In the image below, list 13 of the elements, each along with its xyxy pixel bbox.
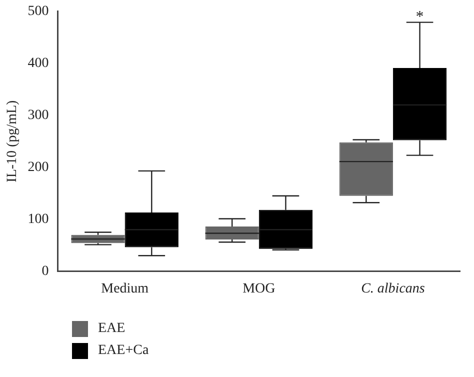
legend-label: EAE	[98, 321, 126, 337]
legend-label: EAE+Ca	[98, 343, 149, 359]
annotation: *	[416, 8, 424, 26]
y-axis-title: IL-10 (pg/mL)	[5, 100, 20, 182]
y-tick-label: 0	[42, 264, 49, 279]
x-tick-label: MOG	[242, 281, 276, 296]
y-tick-label: 500	[28, 4, 49, 20]
y-tick-label: 400	[28, 56, 49, 72]
y-tick-label: 300	[28, 108, 49, 123]
y-tick-label: 100	[28, 212, 49, 227]
y-tick-label: 200	[28, 160, 49, 175]
x-tick-label: C. albicans	[361, 281, 426, 296]
x-tick-label: Medium	[101, 281, 149, 296]
